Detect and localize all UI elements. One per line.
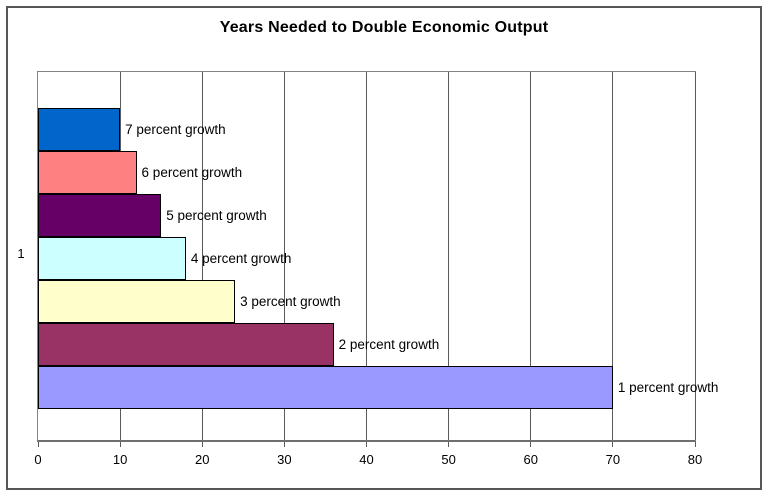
bar-4-percent-growth bbox=[38, 237, 186, 280]
x-axis-tick-label: 10 bbox=[112, 452, 128, 467]
x-axis-tick-mark bbox=[694, 442, 696, 447]
bar-3-percent-growth bbox=[38, 280, 236, 323]
bar-5-percent-growth bbox=[38, 194, 162, 237]
data-label-1-percent-growth: 1 percent growth bbox=[617, 380, 719, 395]
x-axis-tick-mark bbox=[530, 442, 532, 447]
vertical-gridline bbox=[366, 72, 367, 440]
x-axis-tick-mark bbox=[37, 442, 39, 447]
x-axis-tick-mark bbox=[283, 442, 285, 447]
vertical-gridline bbox=[201, 72, 203, 440]
plot-area: 7 percent growth 6 percent growth 5 percen… bbox=[37, 71, 718, 442]
vertical-gridline bbox=[530, 72, 532, 440]
x-axis-tick-label: 20 bbox=[195, 452, 210, 467]
x-axis-tick-mark bbox=[612, 442, 614, 447]
x-axis-tick-label: 80 bbox=[687, 452, 703, 467]
x-axis-tick-mark bbox=[119, 442, 121, 447]
vertical-gridline bbox=[612, 72, 614, 440]
data-label-2-percent-growth: 2 percent growth bbox=[338, 337, 440, 352]
x-axis-tick-mark bbox=[201, 442, 203, 447]
data-label-4-percent-growth: 4 percent growth bbox=[190, 251, 292, 266]
x-axis-tick-label: 30 bbox=[277, 452, 292, 467]
bar-1-percent-growth bbox=[38, 366, 613, 409]
data-label-3-percent-growth: 3 percent growth bbox=[240, 294, 341, 309]
vertical-gridline bbox=[283, 72, 285, 440]
x-axis-tick-label: 50 bbox=[441, 452, 456, 467]
bar-7-percent-growth bbox=[38, 108, 121, 151]
chart-title: Years Needed to Double Economic Output bbox=[219, 19, 549, 36]
data-label-5-percent-growth: 5 percent growth bbox=[166, 208, 267, 223]
x-axis-tick-mark bbox=[448, 442, 450, 447]
x-axis-tick-label: 40 bbox=[359, 452, 374, 467]
x-axis-tick-label: 60 bbox=[523, 452, 538, 467]
data-label-6-percent-growth: 6 percent growth bbox=[141, 165, 243, 180]
bar-6-percent-growth bbox=[38, 151, 137, 194]
bar-2-percent-growth bbox=[38, 323, 334, 366]
x-axis-tick-label: 0 bbox=[34, 452, 42, 467]
data-label-7-percent-growth: 7 percent growth bbox=[125, 122, 226, 137]
category-axis-tick-label: 1 bbox=[17, 246, 25, 261]
x-axis-tick-label: 70 bbox=[605, 452, 621, 467]
vertical-gridline bbox=[448, 72, 450, 440]
x-axis-tick-mark bbox=[366, 442, 367, 447]
vertical-gridline bbox=[694, 72, 696, 440]
